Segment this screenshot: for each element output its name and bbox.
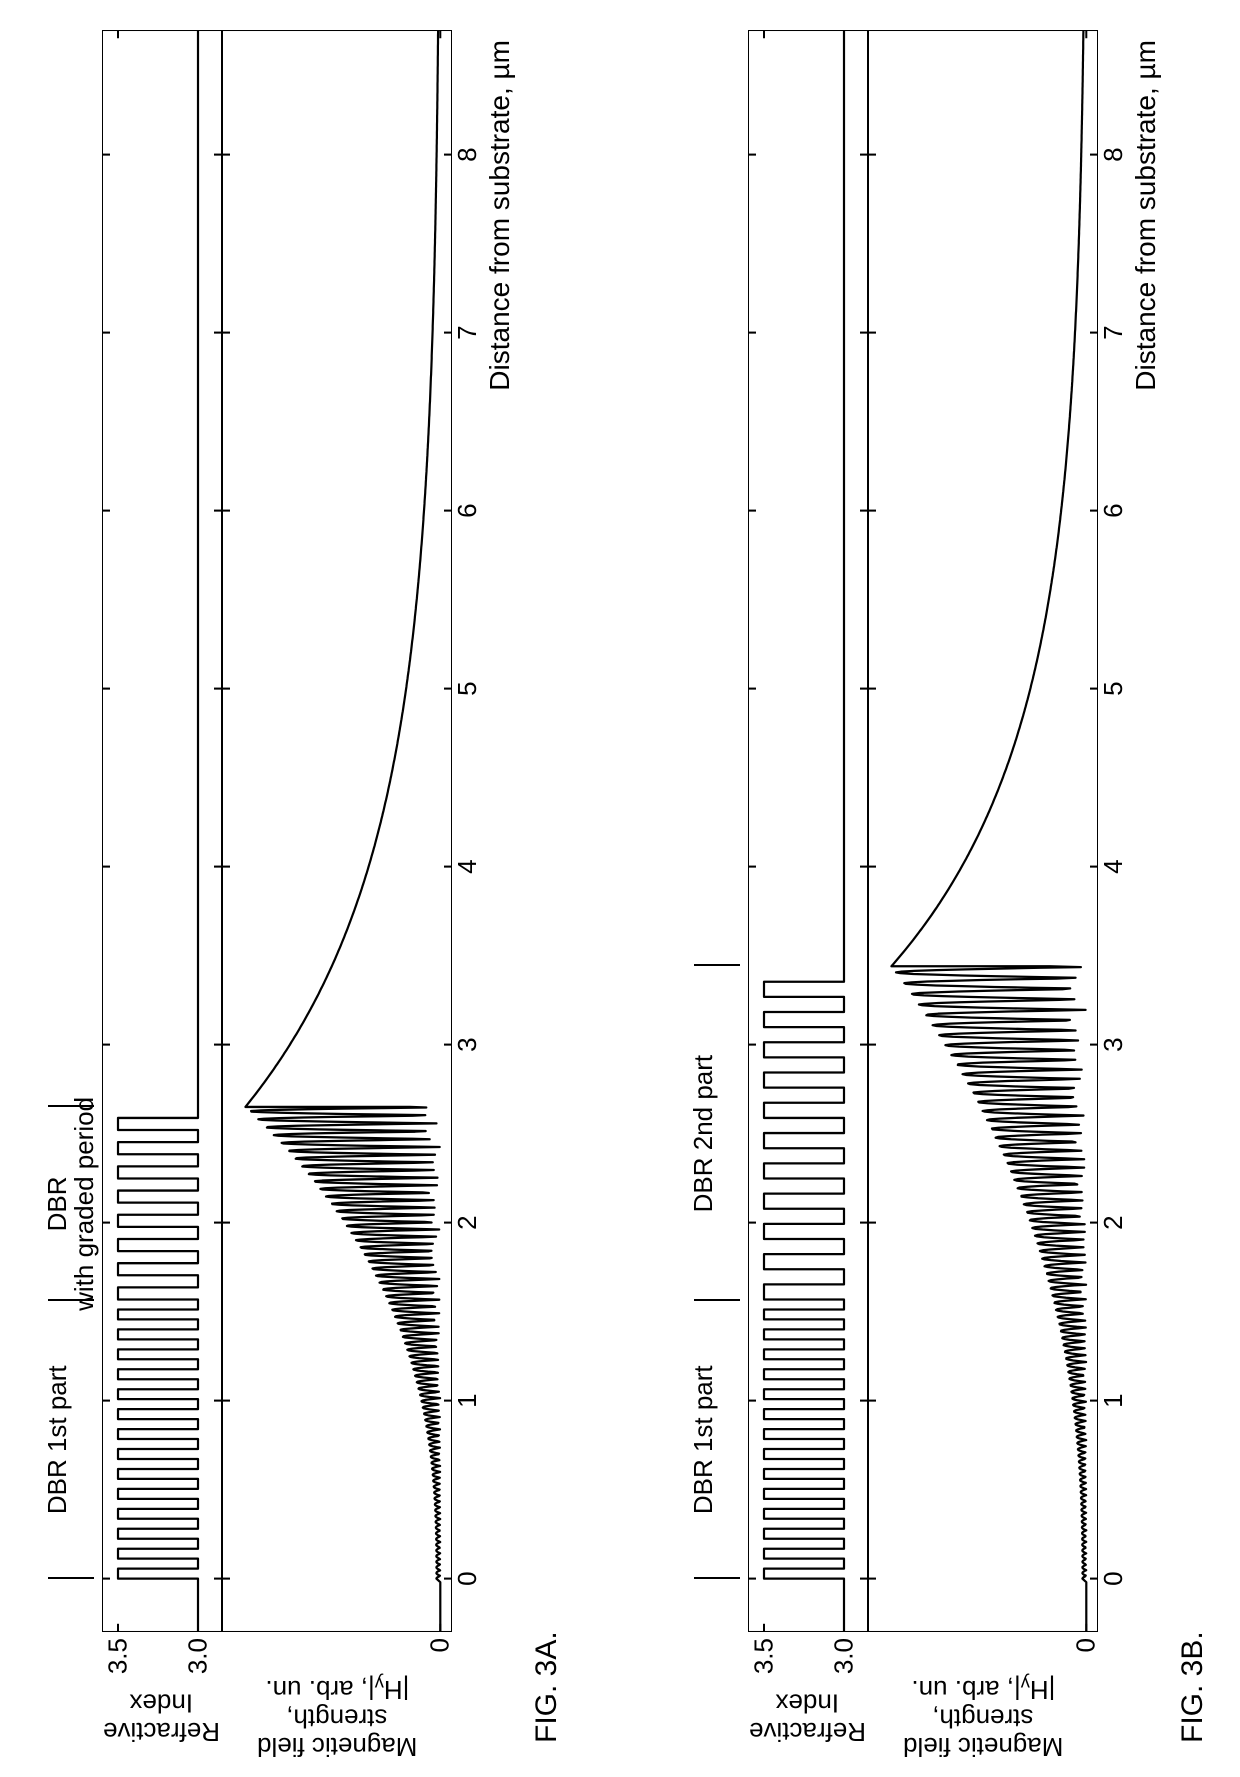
ylabel-top: Refractive Index: [103, 1688, 220, 1745]
panel-top: Refractive Index 3.0 3.5: [748, 30, 868, 1747]
xtick-label: 5: [1098, 681, 1129, 695]
figure-fig3a: DBR 1st partDBR with graded periodRefrac…: [40, 30, 564, 1747]
panel-top: Refractive Index 3.0 3.5: [102, 30, 222, 1747]
annot-marker: [694, 1299, 740, 1301]
xtick-label: 3: [1098, 1037, 1129, 1051]
annot-label-1: DBR with graded period: [44, 1097, 99, 1311]
panel-bottom: Magnetic field strength, |Hy|, arb. un.0: [222, 30, 452, 1747]
annot-marker: [48, 1577, 94, 1579]
xtick-label: 0: [1098, 1571, 1129, 1585]
xtick-label: 1: [452, 1393, 483, 1407]
plot-bottom: [868, 30, 1098, 1632]
annot-label-0: DBR 1st part: [690, 1365, 717, 1514]
ytick-label: 3.0: [829, 1638, 860, 1674]
ytick-label: 0: [425, 1638, 456, 1652]
annotation-row: DBR 1st part DBR with graded period: [40, 30, 102, 1747]
xtick-label: 0: [452, 1571, 483, 1585]
xtick-label: 3: [452, 1037, 483, 1051]
ylabel-top: Refractive Index: [749, 1688, 866, 1745]
figure-caption: FIG. 3B.: [1176, 30, 1210, 1743]
ytick-label: 0: [1071, 1638, 1102, 1652]
xtick-label: 1: [1098, 1393, 1129, 1407]
xtick-label: 4: [1098, 859, 1129, 873]
xtick-label: 4: [452, 859, 483, 873]
panel-bottom: Magnetic field strength, |Hy|, arb. un.0: [868, 30, 1098, 1747]
annotation-row: DBR 1st part DBR 2nd part: [686, 30, 748, 1747]
figure-caption: FIG. 3A.: [530, 30, 564, 1743]
annot-label-0: DBR 1st part: [44, 1365, 71, 1514]
xtick-label: 6: [452, 503, 483, 517]
ytick-label: 3.0: [183, 1638, 214, 1674]
annot-label-1: DBR 2nd part: [690, 1055, 717, 1213]
plot-top: [748, 30, 868, 1632]
xtick-label: 2: [1098, 1215, 1129, 1229]
xtick-label: 8: [452, 147, 483, 161]
xtick-label: 2: [452, 1215, 483, 1229]
ytick-label: 3.5: [103, 1638, 134, 1674]
xtick-label: 7: [1098, 325, 1129, 339]
plot-top: [102, 30, 222, 1632]
figure-fig3b: DBR 1st part DBR 2nd part Refractive Index…: [686, 30, 1210, 1747]
xtick-label: 5: [452, 681, 483, 695]
xtick-label: 8: [1098, 147, 1129, 161]
xlabel: Distance from substrate, µm: [484, 30, 516, 1632]
xlabel: Distance from substrate, µm: [1130, 30, 1162, 1632]
plot-bottom: [222, 30, 452, 1632]
xtick-label: 7: [452, 325, 483, 339]
xtick-label: 6: [1098, 503, 1129, 517]
annot-marker: [694, 1577, 740, 1579]
annot-marker: [694, 964, 740, 966]
ytick-label: 3.5: [749, 1638, 780, 1674]
